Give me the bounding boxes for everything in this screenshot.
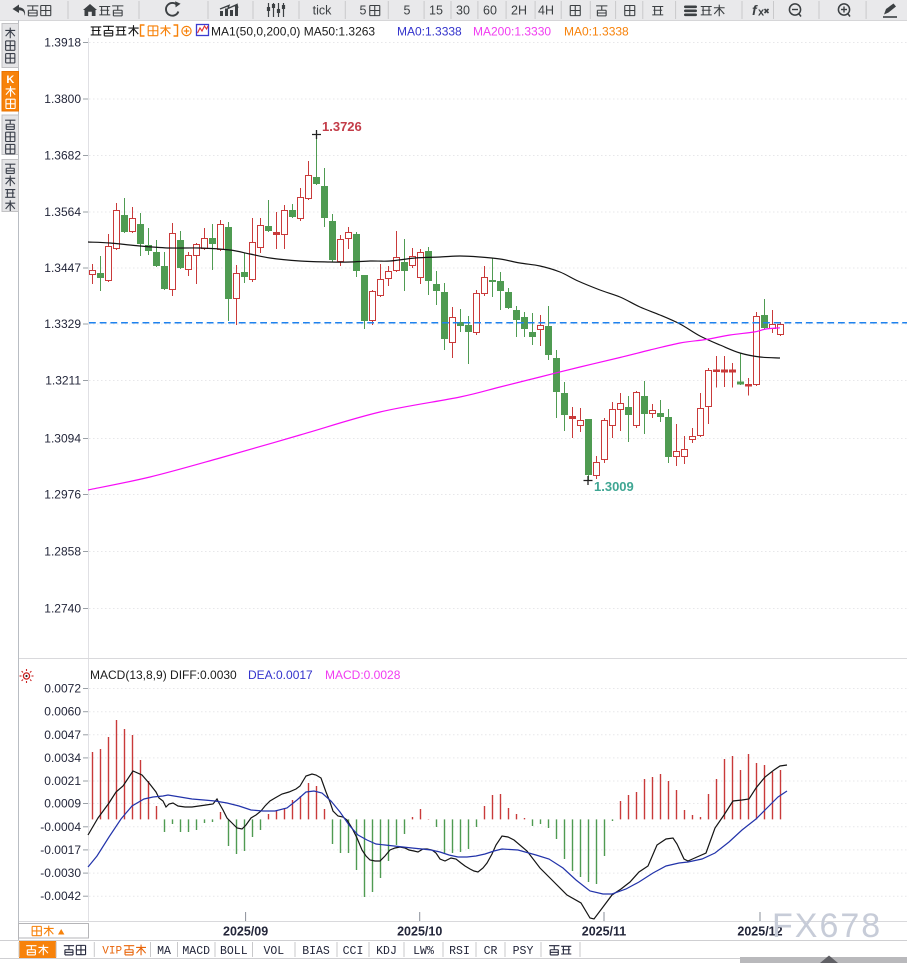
svg-text:2025/10: 2025/10 bbox=[397, 925, 442, 939]
svg-text:f: f bbox=[752, 2, 758, 18]
svg-text:-0.0004: -0.0004 bbox=[40, 820, 81, 834]
svg-text:1.3447: 1.3447 bbox=[44, 261, 81, 275]
svg-text:5: 5 bbox=[360, 4, 367, 18]
svg-text:RSI: RSI bbox=[449, 945, 470, 958]
svg-text:MA1(50,0,200,0) MA50:1.3263: MA1(50,0,200,0) MA50:1.3263 bbox=[211, 25, 375, 39]
svg-text:MA0:1.3338: MA0:1.3338 bbox=[564, 25, 629, 39]
svg-text:-0.0042: -0.0042 bbox=[40, 889, 81, 903]
svg-text:0.0021: 0.0021 bbox=[44, 774, 81, 788]
svg-text:1.3800: 1.3800 bbox=[44, 92, 81, 106]
svg-text:60: 60 bbox=[483, 4, 497, 18]
svg-text:K: K bbox=[6, 74, 14, 86]
svg-text:2025/11: 2025/11 bbox=[582, 925, 627, 939]
svg-text:FX678: FX678 bbox=[772, 907, 882, 945]
svg-text:30: 30 bbox=[456, 4, 470, 18]
svg-text:VOL: VOL bbox=[263, 945, 284, 958]
svg-text:MA200:1.3330: MA200:1.3330 bbox=[473, 25, 551, 39]
svg-text:0.0060: 0.0060 bbox=[44, 705, 81, 719]
svg-text:1.3211: 1.3211 bbox=[45, 374, 81, 388]
svg-text:MA: MA bbox=[157, 945, 171, 958]
svg-text:CR: CR bbox=[484, 945, 498, 958]
svg-text:-0.0017: -0.0017 bbox=[40, 843, 81, 857]
svg-text:2H: 2H bbox=[511, 4, 527, 18]
svg-text:-0.0030: -0.0030 bbox=[40, 866, 81, 880]
svg-text:1.2740: 1.2740 bbox=[44, 602, 81, 616]
svg-text:1.3682: 1.3682 bbox=[44, 149, 81, 163]
svg-text:2025/12: 2025/12 bbox=[737, 925, 782, 939]
svg-text:0.0034: 0.0034 bbox=[44, 751, 81, 765]
svg-text:1.2976: 1.2976 bbox=[44, 488, 81, 502]
svg-text:1.3726: 1.3726 bbox=[322, 119, 362, 134]
svg-text:VIP: VIP bbox=[102, 946, 122, 958]
svg-text:4H: 4H bbox=[538, 4, 554, 18]
svg-text:0.0047: 0.0047 bbox=[44, 728, 81, 742]
svg-text:DEA:0.0017: DEA:0.0017 bbox=[248, 668, 313, 682]
svg-text:1.3009: 1.3009 bbox=[594, 479, 634, 494]
svg-text:BIAS: BIAS bbox=[302, 945, 330, 958]
svg-text:MACD:0.0028: MACD:0.0028 bbox=[325, 668, 401, 682]
svg-text:1.2858: 1.2858 bbox=[44, 545, 81, 559]
svg-text:1.3329: 1.3329 bbox=[44, 317, 81, 331]
svg-text:0.0072: 0.0072 bbox=[44, 682, 81, 696]
svg-text:x: x bbox=[758, 7, 765, 19]
svg-text:2025/09: 2025/09 bbox=[223, 925, 268, 939]
svg-text:15: 15 bbox=[429, 4, 443, 18]
svg-text:1.3918: 1.3918 bbox=[44, 36, 81, 50]
svg-text:KDJ: KDJ bbox=[376, 945, 397, 958]
svg-text:tick: tick bbox=[313, 4, 333, 18]
svg-text:LW%: LW% bbox=[413, 945, 434, 958]
svg-text:1.3094: 1.3094 bbox=[44, 432, 81, 446]
svg-text:5: 5 bbox=[404, 4, 411, 18]
svg-text:MACD(13,8,9) DIFF:0.0030: MACD(13,8,9) DIFF:0.0030 bbox=[90, 668, 237, 682]
svg-text:0.0009: 0.0009 bbox=[44, 797, 81, 811]
svg-text:MACD: MACD bbox=[182, 945, 210, 958]
svg-text:BOLL: BOLL bbox=[220, 945, 248, 958]
svg-text:1.3564: 1.3564 bbox=[44, 205, 81, 219]
svg-text:PSY: PSY bbox=[513, 945, 534, 958]
svg-text:CCI: CCI bbox=[343, 945, 364, 958]
svg-text:MA0:1.3338: MA0:1.3338 bbox=[397, 25, 462, 39]
